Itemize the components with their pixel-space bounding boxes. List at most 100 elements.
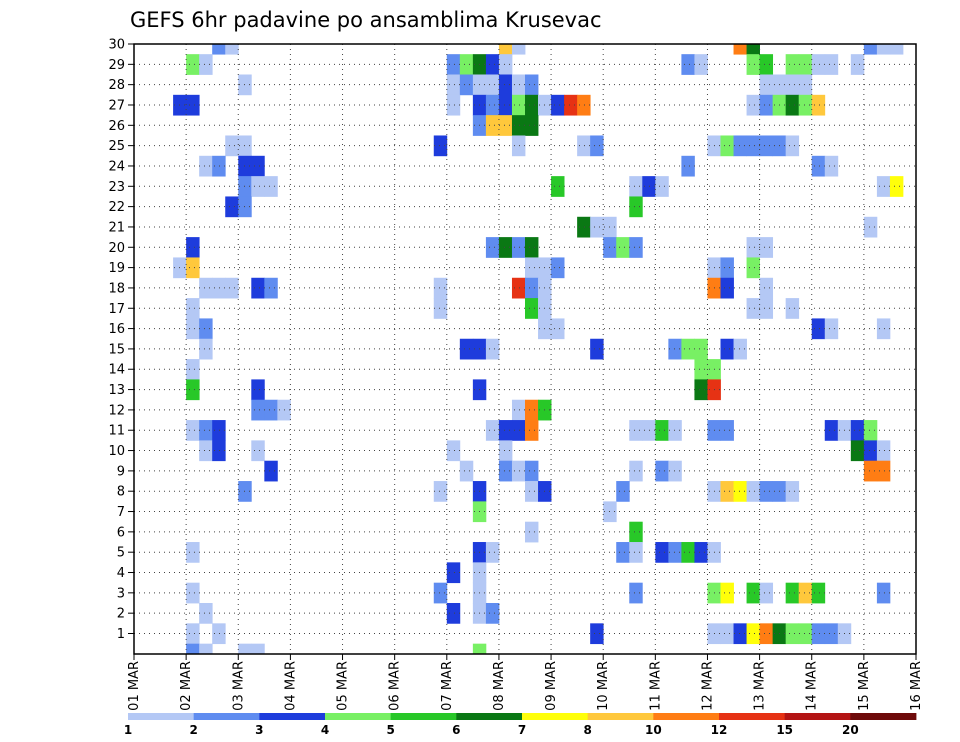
precip-cell — [811, 54, 826, 75]
precip-cell — [199, 603, 213, 624]
precip-cell — [511, 74, 526, 96]
precip-cell — [186, 379, 200, 401]
y-axis-ticks: 1234567891011121314151617181920212223242… — [108, 38, 134, 642]
precip-cell — [498, 420, 513, 441]
precip-cell — [446, 440, 461, 462]
y-tick-label: 7 — [117, 505, 125, 520]
precip-cell — [433, 277, 448, 299]
y-tick-label: 15 — [108, 342, 125, 357]
precip-cell — [759, 582, 774, 604]
precip-cell — [681, 155, 695, 177]
precip-cell — [186, 420, 200, 441]
precip-cell — [199, 643, 213, 655]
precip-cell — [798, 623, 813, 645]
precip-cell — [551, 94, 565, 116]
precip-cell — [212, 420, 226, 441]
precip-cell — [811, 94, 826, 116]
legend-label: 7 — [518, 723, 526, 737]
precip-cell — [199, 318, 213, 340]
precip-cell — [199, 338, 213, 360]
precip-cell — [264, 176, 278, 197]
precip-cell — [876, 44, 891, 55]
x-tick-label: 03 MAR — [231, 661, 246, 711]
precip-cell — [264, 460, 278, 482]
precip-cell — [850, 440, 865, 462]
precip-cell — [590, 216, 604, 238]
precip-cell — [629, 521, 643, 543]
precip-cell — [668, 542, 682, 563]
precip-cell — [577, 135, 591, 157]
x-tick-label: 04 MAR — [283, 661, 298, 711]
precip-cell — [746, 623, 760, 645]
y-tick-label: 4 — [117, 566, 125, 581]
precip-cell — [446, 562, 461, 584]
precip-cell — [251, 440, 265, 462]
precip-cell — [212, 44, 226, 55]
y-tick-label: 30 — [108, 38, 125, 53]
precip-cell — [798, 74, 813, 96]
precip-cell — [824, 155, 839, 177]
legend-label: 20 — [842, 723, 859, 737]
precip-cell — [525, 74, 539, 96]
precip-cell — [629, 237, 643, 258]
color-legend: 1 2 3 4 5 6 7 8 10 12 15 20 — [124, 713, 917, 737]
precip-cell — [525, 521, 539, 543]
precip-cell — [733, 481, 747, 502]
precip-cell — [720, 420, 734, 441]
precip-cell — [511, 420, 526, 441]
precip-cell — [694, 359, 708, 380]
precip-cell — [694, 54, 708, 75]
precip-cell — [251, 277, 265, 299]
precip-cell — [746, 54, 760, 75]
precip-cell — [681, 542, 695, 563]
precip-cell — [746, 298, 760, 319]
precip-cell — [511, 277, 526, 299]
precip-cell — [264, 399, 278, 421]
precip-cell — [225, 196, 239, 218]
x-tick-label: 01 MAR — [127, 661, 142, 711]
precip-cell — [186, 54, 200, 75]
precip-cell — [694, 379, 708, 401]
legend-swatch — [850, 713, 917, 720]
y-tick-label: 26 — [108, 119, 125, 134]
precip-cell — [876, 460, 891, 482]
precip-cell — [824, 54, 839, 75]
precip-cell — [459, 54, 474, 75]
precip-cell — [824, 420, 839, 441]
precip-cell — [785, 623, 800, 645]
precip-cell — [590, 135, 604, 157]
precip-cell — [824, 318, 839, 340]
y-tick-label: 21 — [108, 220, 125, 235]
precip-cell — [498, 54, 513, 75]
precip-cell — [511, 237, 526, 258]
precip-cell — [759, 481, 774, 502]
legend-swatch — [390, 713, 457, 720]
x-tick-label: 02 MAR — [179, 661, 194, 711]
y-tick-label: 13 — [108, 383, 125, 398]
precip-cell — [251, 176, 265, 197]
precip-cell — [525, 94, 539, 116]
precip-cell — [186, 94, 200, 116]
legend-swatch — [193, 713, 260, 720]
precip-cell — [720, 338, 734, 360]
precip-cell — [655, 420, 669, 441]
precip-cell — [498, 460, 513, 482]
precip-cell — [863, 420, 878, 441]
precip-cell — [785, 481, 800, 502]
precip-cell — [733, 135, 747, 157]
precip-cell — [629, 176, 643, 197]
precip-cell — [433, 298, 448, 319]
x-axis-ticks: 01 MAR 02 MAR 03 MAR 04 MAR 05 MAR 06 MAR 07 M… — [127, 654, 924, 711]
x-tick-label: 10 MAR — [596, 661, 611, 711]
legend-swatch — [522, 713, 589, 720]
precip-cell — [616, 237, 630, 258]
precip-cell — [876, 176, 891, 197]
y-tick-label: 20 — [108, 241, 125, 256]
y-tick-label: 14 — [108, 363, 125, 378]
legend-swatch — [719, 713, 786, 720]
precip-cell — [525, 277, 539, 299]
precip-cell — [811, 582, 826, 604]
precip-cell — [759, 277, 774, 299]
precip-cell — [186, 623, 200, 645]
